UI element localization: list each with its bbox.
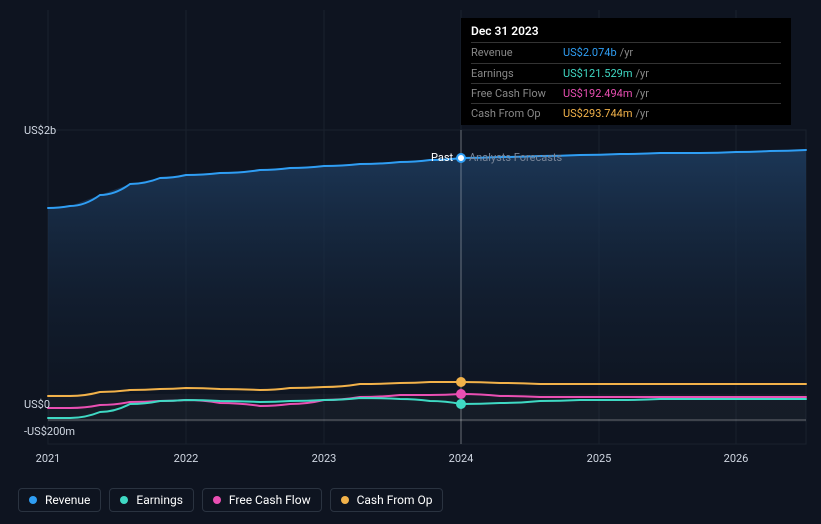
xaxis-label: 2024	[449, 452, 474, 465]
legend-label: Revenue	[45, 493, 90, 507]
legend-item-earnings[interactable]: Earnings	[109, 488, 194, 512]
legend-dot-icon	[341, 496, 349, 504]
legend-item-revenue[interactable]: Revenue	[18, 488, 101, 512]
yaxis-label: US$2b	[24, 124, 56, 137]
xaxis-label: 2021	[36, 452, 61, 465]
tooltip-row: EarningsUS$121.529m/yr	[471, 63, 781, 83]
tooltip-unit: /yr	[636, 67, 649, 80]
tooltip-row: Free Cash FlowUS$192.494m/yr	[471, 83, 781, 103]
financial-chart: US$2b US$0 -US$200m 2021 2022 2023 2024 2025…	[0, 0, 821, 524]
tooltip-metric-label: Free Cash Flow	[471, 87, 563, 100]
tooltip-metric-value: US$192.494m	[563, 87, 636, 100]
yaxis-label: US$0	[24, 398, 50, 411]
tooltip-metric-label: Earnings	[471, 67, 563, 80]
xaxis-label: 2022	[174, 452, 199, 465]
chart-tooltip: Dec 31 2023 RevenueUS$2.074b/yrEarningsU…	[461, 18, 791, 125]
tooltip-metric-label: Revenue	[471, 46, 563, 59]
forecast-label: Analysts Forecasts	[469, 151, 562, 164]
legend-item-cash-from-op[interactable]: Cash From Op	[330, 488, 444, 512]
legend-dot-icon	[120, 496, 128, 504]
legend-dot-icon	[213, 496, 221, 504]
tooltip-metric-value: US$121.529m	[563, 67, 636, 80]
yaxis-label: -US$200m	[24, 425, 75, 438]
tooltip-row: Cash From OpUS$293.744m/yr	[471, 103, 781, 123]
xaxis-label: 2025	[587, 452, 612, 465]
tooltip-metric-label: Cash From Op	[471, 107, 563, 120]
tooltip-row: RevenueUS$2.074b/yr	[471, 42, 781, 62]
legend-item-free-cash-flow[interactable]: Free Cash Flow	[202, 488, 322, 512]
legend-label: Earnings	[136, 493, 183, 507]
tooltip-unit: /yr	[636, 107, 649, 120]
legend-label: Cash From Op	[357, 493, 433, 507]
tooltip-metric-value: US$293.744m	[563, 107, 636, 120]
past-label: Past	[431, 151, 453, 164]
tooltip-unit: /yr	[636, 87, 649, 100]
marker-revenue	[457, 154, 465, 162]
marker-free_cash_flow	[457, 390, 465, 398]
marker-earnings	[457, 400, 465, 408]
tooltip-unit: /yr	[620, 46, 633, 59]
legend-label: Free Cash Flow	[229, 493, 311, 507]
tooltip-date: Dec 31 2023	[471, 24, 781, 42]
chart-legend: Revenue Earnings Free Cash Flow Cash From O…	[18, 488, 443, 512]
xaxis-label: 2026	[724, 452, 749, 465]
xaxis-label: 2023	[312, 452, 337, 465]
marker-cash_from_op	[457, 378, 465, 386]
tooltip-metric-value: US$2.074b	[563, 46, 620, 59]
legend-dot-icon	[29, 496, 37, 504]
